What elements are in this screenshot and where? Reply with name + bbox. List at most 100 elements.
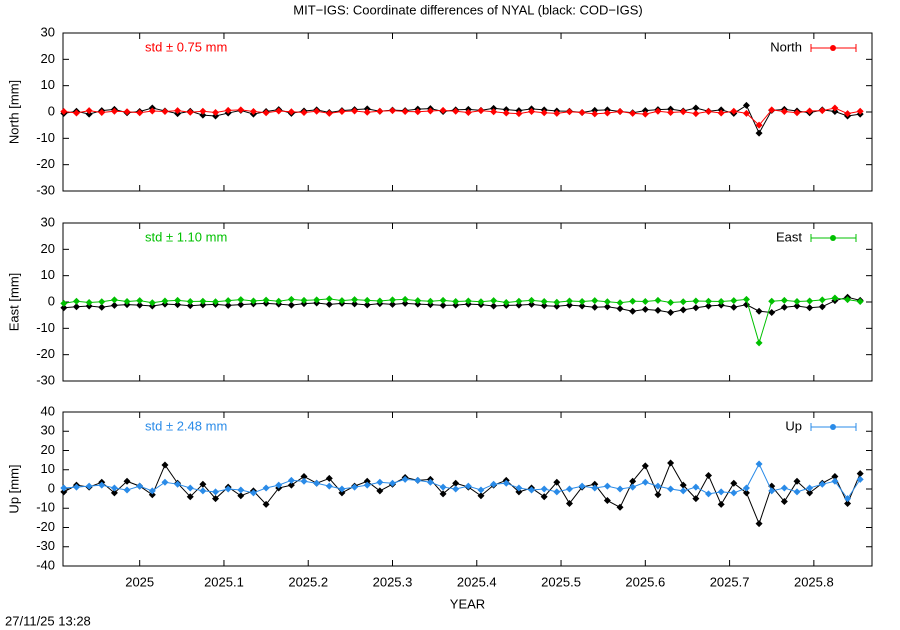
data-point	[110, 484, 118, 492]
data-point	[351, 296, 359, 304]
data-point	[262, 500, 270, 508]
data-point	[186, 297, 194, 305]
data-point	[502, 109, 510, 117]
data-point	[136, 301, 144, 309]
data-point	[136, 482, 144, 490]
x-tick-label: 2025.2	[288, 574, 328, 589]
data-point	[275, 481, 283, 489]
data-point	[629, 297, 637, 305]
data-point	[818, 480, 826, 488]
data-point	[780, 484, 788, 492]
data-point	[439, 106, 447, 114]
data-point	[439, 296, 447, 304]
data-point	[565, 301, 573, 309]
data-point	[300, 296, 308, 304]
data-point	[300, 472, 308, 480]
data-point	[237, 296, 245, 304]
data-point	[123, 486, 131, 494]
data-point	[591, 303, 599, 311]
data-point	[793, 109, 801, 117]
data-point	[477, 298, 485, 306]
x-tick-label: 2025.5	[541, 574, 581, 589]
data-point	[148, 487, 156, 495]
data-point	[300, 477, 308, 485]
data-point	[528, 486, 536, 494]
y-tick-label: 20	[41, 442, 55, 457]
data-point	[85, 299, 93, 307]
data-point	[439, 490, 447, 498]
data-point	[629, 109, 637, 117]
data-point	[856, 475, 864, 483]
data-point	[515, 301, 523, 309]
data-point	[237, 492, 245, 500]
data-point	[85, 482, 93, 490]
data-point	[654, 107, 662, 115]
data-point	[186, 484, 194, 492]
data-point	[426, 107, 434, 115]
x-tick-label: 2025.4	[457, 574, 497, 589]
data-point	[376, 487, 384, 495]
data-point	[110, 301, 118, 309]
data-point	[616, 503, 624, 511]
data-point	[705, 302, 713, 310]
data-point	[831, 472, 839, 480]
data-point	[667, 109, 675, 117]
data-point	[717, 500, 725, 508]
data-point	[110, 107, 118, 115]
data-point	[742, 484, 750, 492]
y-tick-label: -30	[36, 538, 55, 553]
x-tick-label: 2025.8	[794, 574, 834, 589]
data-point	[452, 485, 460, 493]
data-point	[553, 298, 561, 306]
data-point	[515, 110, 523, 118]
data-point	[148, 491, 156, 499]
data-point	[742, 295, 750, 303]
data-point	[705, 107, 713, 115]
data-point	[679, 298, 687, 306]
data-point	[136, 109, 144, 117]
data-point	[717, 488, 725, 496]
data-point	[414, 297, 422, 305]
data-point	[376, 297, 384, 305]
data-point	[515, 484, 523, 492]
data-point	[768, 106, 776, 114]
legend-swatch	[830, 45, 836, 51]
y-tick-label: -30	[36, 182, 55, 197]
data-point	[414, 476, 422, 484]
data-point	[199, 487, 207, 495]
x-tick-label: 2025	[125, 574, 154, 589]
data-point	[224, 301, 232, 309]
data-point	[262, 484, 270, 492]
y-tick-label: 40	[41, 403, 55, 418]
data-point	[603, 497, 611, 505]
data-point	[477, 486, 485, 494]
data-point	[313, 479, 321, 487]
data-point	[490, 297, 498, 305]
data-point	[490, 302, 498, 310]
data-point	[717, 301, 725, 309]
chart-title: MIT−IGS: Coordinate differences of NYAL …	[293, 2, 642, 17]
data-point	[199, 480, 207, 488]
data-point	[540, 297, 548, 305]
data-point	[679, 306, 687, 314]
data-point	[502, 479, 510, 487]
data-point	[856, 107, 864, 115]
data-point	[692, 483, 700, 491]
data-point	[591, 297, 599, 305]
y-tick-label: 10	[41, 77, 55, 92]
data-point	[591, 484, 599, 492]
data-point	[692, 110, 700, 118]
data-point	[212, 298, 220, 306]
data-point	[806, 107, 814, 115]
data-point	[553, 488, 561, 496]
data-point	[338, 107, 346, 115]
data-point	[161, 297, 169, 305]
data-point	[578, 109, 586, 117]
data-point	[123, 108, 131, 116]
data-point	[692, 297, 700, 305]
data-point	[565, 108, 573, 116]
data-point	[388, 300, 396, 308]
data-point	[363, 108, 371, 116]
data-point	[325, 109, 333, 117]
x-axis-label: YEAR	[450, 596, 485, 611]
